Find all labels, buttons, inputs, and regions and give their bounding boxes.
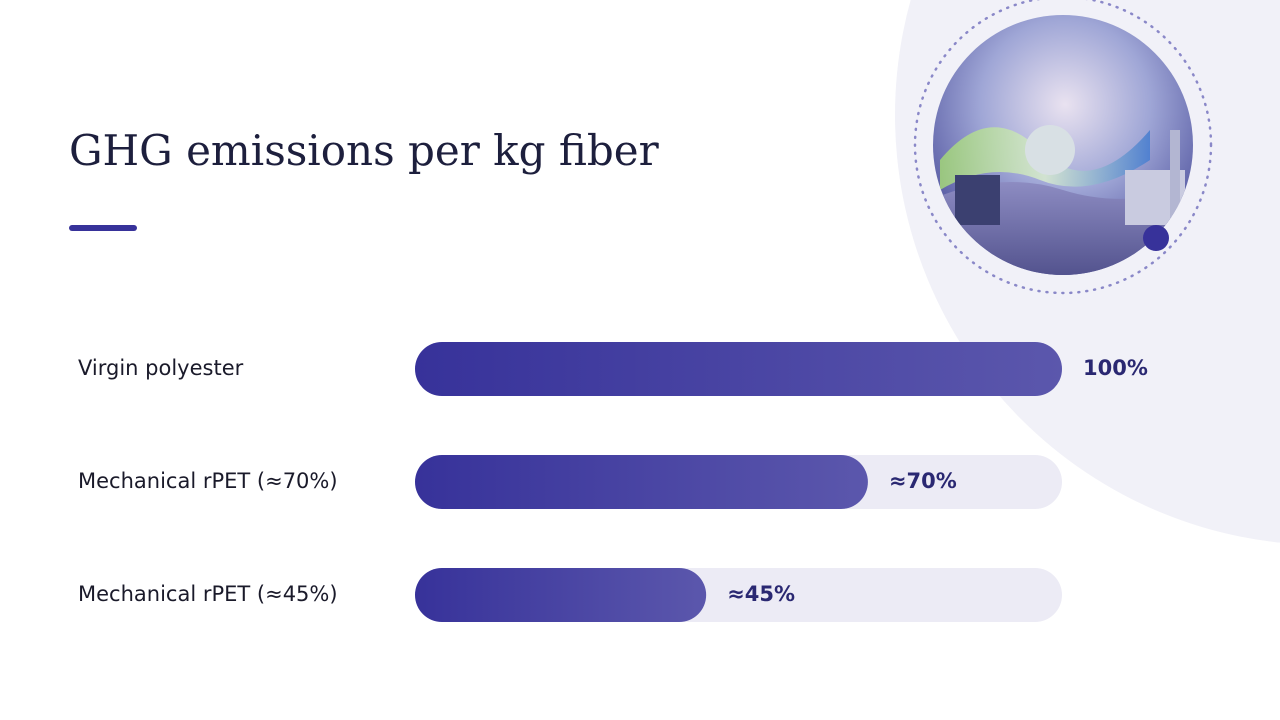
category-label: Virgin polyester xyxy=(78,356,244,380)
dotted-ring xyxy=(913,0,1213,295)
category-label: Mechanical rPET (≈70%) xyxy=(78,469,338,493)
value-label: ≈45% xyxy=(727,582,795,606)
bar xyxy=(415,455,868,509)
plot: Virgin polyester 100% Mechanical rPET (≈70… xyxy=(78,342,1148,622)
accent-dot xyxy=(1143,225,1169,251)
bar xyxy=(415,568,707,622)
value-label: ≈70% xyxy=(889,469,957,493)
chart-title: GHG emissions per kg fiber xyxy=(69,126,660,175)
bar xyxy=(415,342,1062,396)
value-label: 100% xyxy=(1083,356,1148,380)
category-label: Mechanical rPET (≈45%) xyxy=(78,582,338,606)
title-underline xyxy=(69,225,137,231)
